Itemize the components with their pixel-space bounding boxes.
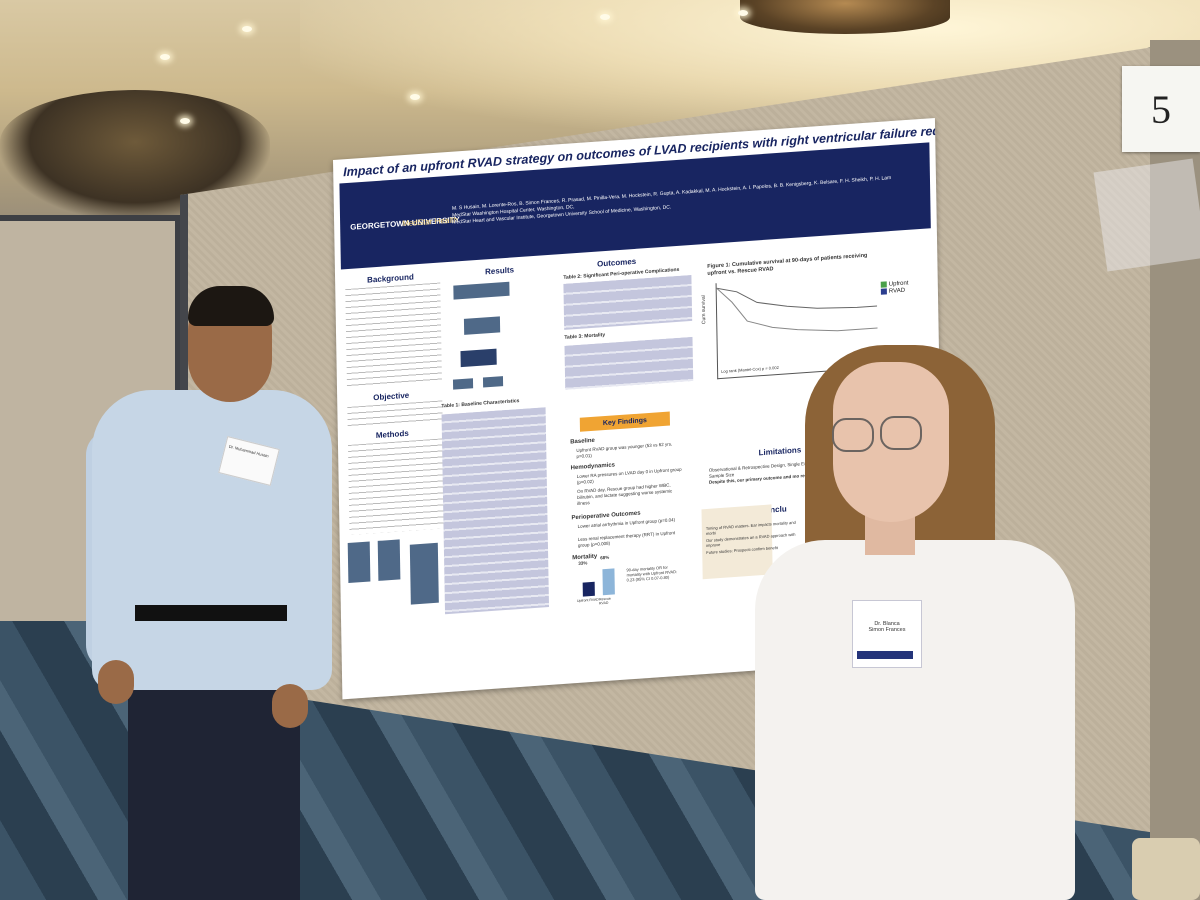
mortality-table xyxy=(564,336,694,390)
kaplan-meier-chart xyxy=(715,272,879,380)
km-legend: Upfront RVAD xyxy=(880,280,909,295)
man-left-hand xyxy=(98,660,134,704)
kf-hemodynamics-text: On RVAD day, Rescue group had higher WBC… xyxy=(577,482,673,506)
km-axis-label: Cum survival xyxy=(700,295,708,325)
flowchart-box xyxy=(452,378,474,390)
survival-curve-rescue xyxy=(716,287,878,332)
mortality-bar-upfront xyxy=(582,581,595,597)
kf-periop-text: Less renal replacement therapy (RRT) in … xyxy=(577,530,676,548)
mortality-odds-text: 90-day mortality OR for mortality with U… xyxy=(626,564,678,583)
woman-badge-line2: Simon Frances xyxy=(868,627,906,633)
methods-diagram-box xyxy=(409,542,439,605)
medstar-logo: MedStar Health xyxy=(402,215,458,229)
objective-heading: Objective xyxy=(373,390,410,403)
flowchart-box xyxy=(463,316,501,335)
chandelier-top xyxy=(740,0,950,34)
ceiling-spotlight xyxy=(738,10,748,16)
poster-header: Impact of an upfront RVAD strategy on ou… xyxy=(339,118,944,270)
flowchart-box xyxy=(482,376,504,388)
mortality-value-rescue: 68% xyxy=(600,554,610,561)
methods-diagram-box xyxy=(347,541,371,583)
woman-blouse xyxy=(755,540,1075,900)
ceiling-spotlight xyxy=(242,26,252,32)
research-poster: Impact of an upfront RVAD strategy on ou… xyxy=(333,117,945,700)
ceiling-spotlight xyxy=(410,94,420,100)
man-right-hand xyxy=(272,684,308,728)
legend-entry-rvad: RVAD xyxy=(880,286,909,295)
background-heading: Background xyxy=(367,272,414,285)
survival-curve-upfront xyxy=(716,287,878,309)
woman-badge-line1: Dr. Blanca xyxy=(874,621,900,627)
methods-heading: Methods xyxy=(375,428,409,441)
glasses-lens-left xyxy=(832,418,874,452)
kf-hemodynamics-heading: Hemodynamics xyxy=(570,462,616,472)
mortality-value-upfront: 33% xyxy=(578,560,588,566)
board-right-edge xyxy=(1150,40,1200,900)
board-number-card: 5 xyxy=(1122,66,1200,152)
mortality-bar-rescue xyxy=(602,568,615,596)
mortality-bar-chart xyxy=(580,564,621,597)
glasses-lens-right xyxy=(880,416,922,450)
table1-title: Table 1: Baseline Characteristics xyxy=(441,398,520,410)
mortality-label-rescue: Rescue RVAD xyxy=(598,596,611,606)
legend-swatch xyxy=(880,287,887,295)
mortality-label-upfront: Upfront RVAD xyxy=(576,597,599,604)
table3-title: Table 3: Mortality xyxy=(564,332,606,341)
man-hair xyxy=(188,286,274,326)
baseline-characteristics-table xyxy=(441,407,550,615)
tape-can xyxy=(1132,838,1200,900)
ceiling-spotlight xyxy=(600,14,610,20)
kf-baseline-heading: Baseline xyxy=(570,437,595,446)
ceiling-spotlight xyxy=(180,118,190,124)
key-findings-heading: Key Findings xyxy=(579,411,670,432)
background-text xyxy=(345,282,442,390)
outcomes-heading: Outcomes xyxy=(597,256,637,269)
limitations-heading: Limitations xyxy=(758,445,802,458)
ceiling-spotlight xyxy=(160,54,170,60)
objective-text xyxy=(347,400,443,430)
woman-name-badge: Dr. Blanca Simon Frances xyxy=(852,600,922,668)
methods-diagram-box xyxy=(377,539,401,581)
flowchart-box xyxy=(460,348,497,368)
man-shirt xyxy=(92,390,332,690)
poster-authors: M. S Husain, M. Lorente-Ros, B. Simon Fr… xyxy=(452,174,912,227)
man-belt xyxy=(135,605,287,621)
badge-ribbon-strip xyxy=(857,651,913,659)
methods-text xyxy=(347,438,445,535)
results-heading: Results xyxy=(485,265,515,277)
kaplan-meier-svg xyxy=(716,287,878,332)
legend-swatch xyxy=(880,281,887,288)
plastic-sleeve xyxy=(1093,158,1200,272)
complications-table xyxy=(563,274,693,330)
flowchart-box xyxy=(453,281,510,300)
